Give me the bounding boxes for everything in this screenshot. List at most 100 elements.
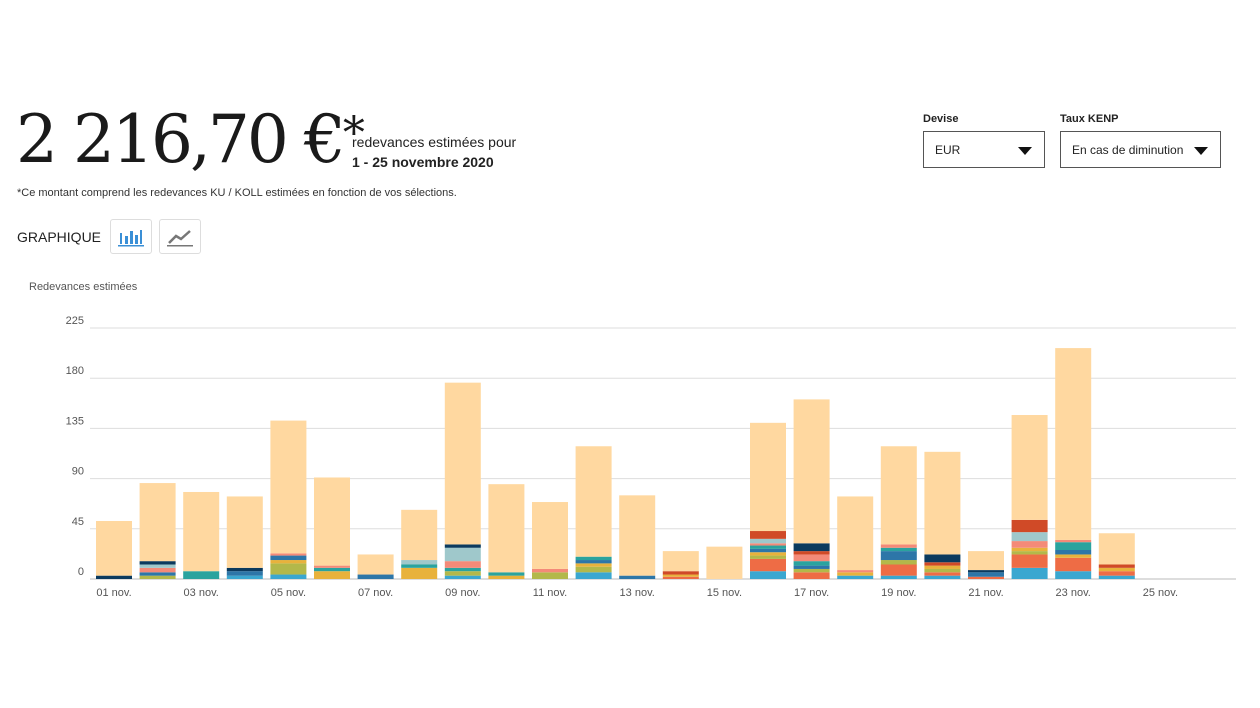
bar-segment[interactable]: [750, 543, 786, 546]
bar-segment[interactable]: [1055, 557, 1092, 572]
bar-segment[interactable]: [139, 567, 176, 573]
bar-segment[interactable]: [924, 554, 961, 563]
bar-segment[interactable]: [444, 382, 481, 545]
bar-segment[interactable]: [750, 552, 786, 556]
bar-segment[interactable]: [401, 509, 438, 561]
bar-segment[interactable]: [750, 422, 786, 532]
bar-segment[interactable]: [488, 572, 525, 576]
bar-segment[interactable]: [139, 575, 176, 579]
bar-segment[interactable]: [314, 567, 350, 572]
bar-segment[interactable]: [270, 553, 307, 556]
bar-segment[interactable]: [314, 565, 350, 568]
bar-segment[interactable]: [924, 568, 961, 573]
bar-segment[interactable]: [1011, 567, 1048, 579]
bar-segment[interactable]: [1055, 348, 1092, 540]
bar-segment[interactable]: [226, 567, 263, 572]
bar-segment[interactable]: [270, 563, 307, 575]
bar-segment[interactable]: [532, 572, 568, 579]
bar-segment[interactable]: [270, 574, 307, 579]
bar-segment[interactable]: [226, 496, 263, 568]
bar-segment[interactable]: [139, 572, 176, 576]
bar-segment[interactable]: [532, 568, 568, 573]
bar-segment[interactable]: [96, 520, 132, 576]
bar-segment[interactable]: [444, 571, 481, 576]
bar-segment[interactable]: [750, 538, 786, 544]
bar-segment[interactable]: [662, 551, 699, 572]
bar-segment[interactable]: [968, 570, 1004, 573]
bar-segment[interactable]: [1055, 539, 1092, 543]
bar-segment[interactable]: [314, 571, 350, 579]
bar-segment[interactable]: [1011, 551, 1048, 555]
bar-segment[interactable]: [1011, 541, 1048, 548]
bar-segment[interactable]: [357, 554, 394, 575]
line-chart-button[interactable]: [159, 219, 201, 254]
bar-segment[interactable]: [401, 560, 438, 565]
bar-segment[interactable]: [968, 572, 1004, 577]
bar-segment[interactable]: [183, 491, 220, 572]
bar-segment[interactable]: [793, 572, 830, 579]
bar-segment[interactable]: [575, 556, 612, 561]
bar-segment[interactable]: [880, 575, 917, 579]
bar-segment[interactable]: [924, 575, 961, 579]
bar-segment[interactable]: [1055, 542, 1092, 550]
bar-segment[interactable]: [837, 572, 874, 576]
bar-segment[interactable]: [139, 483, 176, 562]
bar-segment[interactable]: [444, 547, 481, 562]
bar-segment[interactable]: [1055, 571, 1092, 579]
bar-segment[interactable]: [793, 543, 830, 552]
bar-segment[interactable]: [1055, 554, 1092, 558]
bar-segment[interactable]: [226, 575, 263, 579]
bar-segment[interactable]: [619, 495, 656, 576]
bar-segment[interactable]: [96, 575, 132, 579]
bar-segment[interactable]: [1011, 519, 1048, 533]
bar-segment[interactable]: [750, 548, 786, 553]
bar-segment[interactable]: [575, 566, 612, 573]
bar-segment[interactable]: [837, 496, 874, 571]
bar-segment[interactable]: [575, 560, 612, 564]
bar-segment[interactable]: [357, 574, 394, 579]
bar-segment[interactable]: [183, 571, 220, 579]
bar-segment[interactable]: [575, 563, 612, 567]
bar-segment[interactable]: [880, 560, 917, 565]
bar-segment[interactable]: [793, 551, 830, 555]
bar-segment[interactable]: [837, 575, 874, 579]
bar-segment[interactable]: [270, 560, 307, 564]
kenp-select[interactable]: En cas de diminution: [1060, 131, 1221, 168]
bar-segment[interactable]: [575, 572, 612, 579]
bar-segment[interactable]: [793, 399, 830, 544]
bar-segment[interactable]: [532, 502, 568, 569]
bar-segment[interactable]: [1098, 533, 1135, 565]
bar-segment[interactable]: [924, 562, 961, 566]
bar-segment[interactable]: [924, 565, 961, 569]
bar-segment[interactable]: [924, 451, 961, 555]
bar-segment[interactable]: [968, 576, 1004, 579]
bar-segment[interactable]: [1055, 549, 1092, 555]
bar-segment[interactable]: [750, 571, 786, 579]
bar-segment[interactable]: [270, 555, 307, 561]
bar-segment[interactable]: [880, 564, 917, 576]
bar-segment[interactable]: [662, 576, 699, 579]
bar-segment[interactable]: [401, 564, 438, 568]
bar-segment[interactable]: [1011, 532, 1048, 542]
bar-segment[interactable]: [880, 544, 917, 548]
bar-segment[interactable]: [488, 484, 525, 573]
bar-segment[interactable]: [1011, 547, 1048, 552]
bar-segment[interactable]: [444, 561, 481, 568]
bar-segment[interactable]: [139, 564, 176, 568]
bar-segment[interactable]: [793, 561, 830, 566]
bar-segment[interactable]: [750, 555, 786, 559]
bar-segment[interactable]: [401, 567, 438, 579]
bar-segment[interactable]: [1098, 571, 1135, 576]
bar-segment[interactable]: [1011, 415, 1048, 520]
bar-segment[interactable]: [750, 558, 786, 572]
bar-segment[interactable]: [444, 544, 481, 548]
bar-segment[interactable]: [968, 551, 1004, 571]
bar-segment[interactable]: [575, 446, 612, 557]
bar-segment[interactable]: [488, 575, 525, 579]
bar-segment[interactable]: [444, 567, 481, 572]
bar-segment[interactable]: [1098, 567, 1135, 572]
bar-chart-button[interactable]: [110, 219, 152, 254]
bar-segment[interactable]: [793, 565, 830, 569]
bar-segment[interactable]: [1011, 554, 1048, 568]
bar-segment[interactable]: [662, 574, 699, 577]
